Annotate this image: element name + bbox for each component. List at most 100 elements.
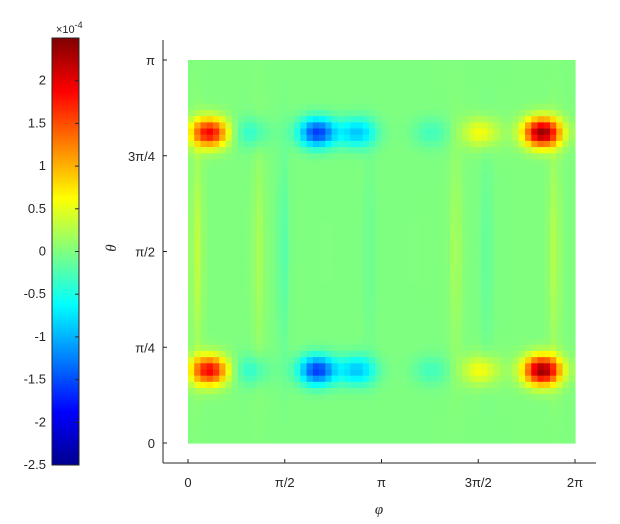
heatmap-cell: [506, 270, 514, 277]
heatmap-cell: [350, 121, 358, 129]
heatmap-cell: [387, 177, 395, 185]
heatmap-cell: [275, 387, 283, 395]
heatmap-cell: [231, 158, 239, 166]
heatmap-cell: [362, 90, 370, 98]
heatmap-cell: [319, 115, 326, 123]
heatmap-cell: [475, 412, 482, 419]
heatmap-cell: [262, 276, 270, 283]
heatmap-cell: [500, 368, 507, 376]
heatmap-cell: [375, 263, 383, 271]
heatmap-cell: [475, 325, 482, 333]
heatmap-cell: [369, 109, 376, 117]
heatmap-cell: [493, 436, 501, 444]
heatmap-cell: [206, 239, 214, 246]
heatmap-cell: [244, 251, 252, 259]
heatmap-cell: [487, 214, 495, 222]
heatmap-cell: [543, 140, 551, 148]
heatmap-cell: [406, 245, 414, 253]
heatmap-cell: [493, 387, 501, 395]
heatmap-cell: [431, 257, 439, 265]
heatmap-cell: [537, 195, 545, 203]
heatmap-cell: [350, 97, 358, 104]
heatmap-cell: [262, 78, 270, 86]
heatmap-cell: [518, 84, 526, 92]
heatmap-cell: [481, 72, 489, 80]
heatmap-cell: [443, 294, 451, 302]
heatmap-cell: [562, 245, 570, 253]
heatmap-cell: [375, 313, 383, 321]
heatmap-cell: [418, 362, 426, 370]
heatmap-cell: [387, 263, 395, 271]
heatmap-cell: [531, 375, 539, 382]
heatmap-cell: [550, 183, 557, 191]
heatmap-cell: [506, 263, 514, 271]
heatmap-cell: [300, 251, 308, 259]
heatmap-cell: [300, 405, 308, 413]
heatmap-cell: [568, 146, 576, 154]
heatmap-cell: [543, 362, 551, 370]
heatmap-cell: [568, 300, 576, 308]
heatmap-cell: [400, 158, 408, 166]
heatmap-cell: [543, 232, 551, 240]
heatmap-cell: [387, 356, 395, 364]
heatmap-cell: [381, 183, 389, 191]
heatmap-cell: [250, 140, 258, 148]
heatmap-cell: [450, 183, 457, 191]
heatmap-cell: [412, 127, 420, 135]
heatmap-cell: [312, 362, 320, 370]
heatmap-cell: [231, 319, 239, 327]
heatmap-cell: [406, 319, 414, 327]
heatmap-cell: [437, 362, 445, 370]
heatmap-cell: [275, 300, 283, 308]
heatmap-cell: [543, 337, 551, 345]
heatmap-cell: [393, 436, 401, 444]
heatmap-cell: [418, 127, 426, 135]
heatmap-cell: [331, 313, 339, 321]
heatmap-cell: [550, 239, 557, 246]
heatmap-cell: [188, 165, 195, 172]
heatmap-cell: [543, 134, 551, 141]
heatmap-cell: [350, 387, 358, 395]
heatmap-cell: [456, 313, 464, 321]
heatmap-cell: [431, 387, 439, 395]
heatmap-cell: [362, 245, 370, 253]
heatmap-cell: [375, 245, 383, 253]
heatmap-cell: [468, 375, 476, 382]
heatmap-cell: [562, 257, 570, 265]
heatmap-cell: [312, 270, 320, 277]
heatmap-cell: [443, 344, 451, 351]
heatmap-cell: [543, 226, 551, 234]
heatmap-cell: [312, 307, 320, 314]
heatmap-cell: [294, 399, 301, 407]
heatmap-cell: [443, 362, 451, 370]
heatmap-cell: [188, 282, 195, 290]
heatmap-cell: [468, 103, 476, 111]
heatmap-cell: [437, 127, 445, 135]
heatmap-cell: [475, 165, 482, 172]
heatmap-cell: [525, 424, 532, 432]
heatmap-cell: [387, 288, 395, 296]
heatmap-cell: [294, 158, 301, 166]
heatmap-cell: [212, 270, 220, 277]
heatmap-cell: [543, 430, 551, 438]
heatmap-cell: [369, 263, 376, 271]
heatmap-cell: [250, 331, 258, 339]
heatmap-cell: [456, 239, 464, 246]
heatmap-cell: [443, 220, 451, 228]
heatmap-cell: [375, 325, 383, 333]
heatmap-cell: [387, 436, 395, 444]
heatmap-cell: [450, 158, 457, 166]
heatmap-cell: [212, 152, 220, 160]
heatmap-cell: [506, 232, 514, 240]
heatmap-cell: [400, 350, 408, 358]
heatmap-cell: [400, 418, 408, 426]
heatmap-cell: [281, 208, 289, 216]
heatmap-cell: [212, 344, 220, 351]
heatmap-cell: [562, 350, 570, 358]
heatmap-cell: [412, 72, 420, 80]
heatmap-cell: [269, 350, 276, 358]
heatmap-cell: [337, 220, 345, 228]
heatmap-cell: [468, 276, 476, 283]
heatmap-cell: [393, 270, 401, 277]
heatmap-cell: [331, 165, 339, 172]
